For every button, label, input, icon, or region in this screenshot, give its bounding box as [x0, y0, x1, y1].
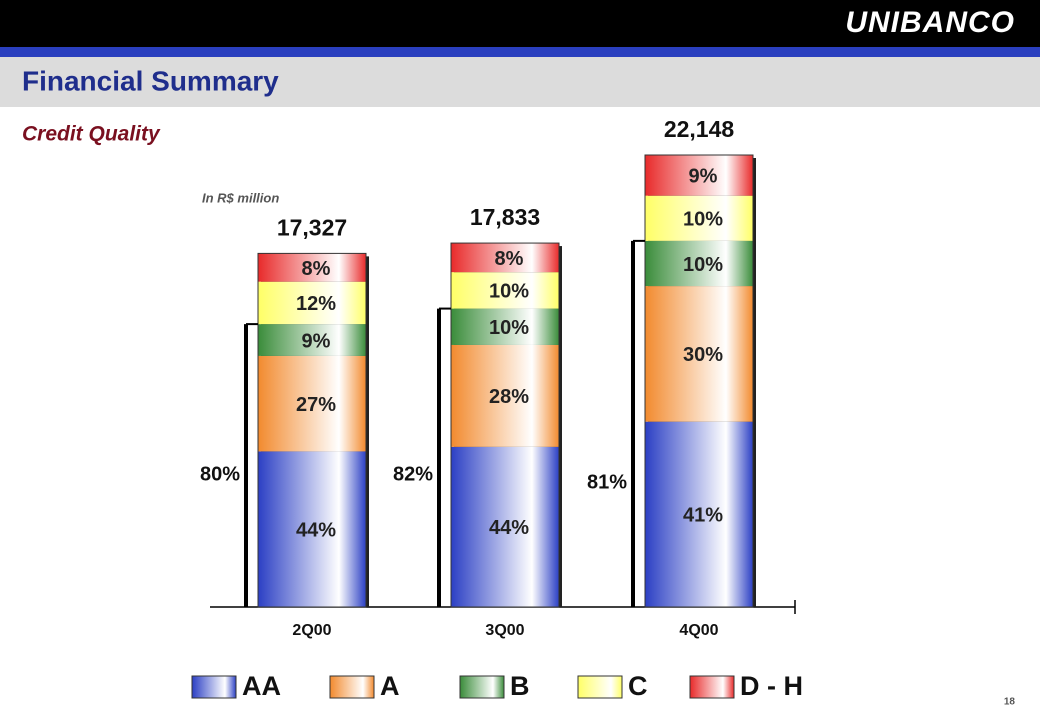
title-band [0, 57, 1040, 107]
bar-total [644, 154, 754, 608]
bar-segment [258, 355, 366, 452]
segment-label: 8% [495, 248, 524, 270]
bar-segment [258, 324, 366, 356]
total-label: 17,327 [277, 214, 347, 240]
total-label: 22,148 [664, 116, 735, 142]
logo: UNIBANCO [845, 6, 1015, 39]
bar-segment [451, 308, 559, 345]
bar-segment [451, 243, 559, 273]
blue-stripe [0, 47, 1040, 57]
bar-segment [645, 155, 753, 196]
legend-label: B [510, 671, 530, 701]
top-bar [0, 0, 1040, 47]
bracket-label: 81% [587, 471, 627, 493]
legend-swatch [329, 675, 375, 699]
unit-note: In R$ million [202, 190, 279, 205]
bar-segment [258, 253, 366, 282]
segment-label: 10% [489, 281, 529, 303]
x-tick-label: 2Q00 [292, 622, 331, 639]
segment-label: 10% [683, 209, 723, 231]
bar-segment [258, 451, 366, 607]
segment-label: 44% [489, 517, 529, 539]
bar-segment [451, 446, 559, 607]
page-number: 18 [1004, 697, 1016, 708]
bar-segment [645, 421, 753, 607]
segment-label: 12% [296, 293, 336, 315]
title: Financial Summary [22, 65, 279, 96]
bracket-label: 80% [200, 463, 240, 485]
legend-label: AA [242, 671, 281, 701]
segment-label: 9% [689, 166, 718, 188]
legend-swatch [577, 675, 623, 699]
bar-segment [258, 281, 366, 325]
legend-label: A [380, 671, 400, 701]
segment-label: 10% [489, 317, 529, 339]
x-tick-label: 4Q00 [679, 622, 718, 639]
bar-segment [451, 272, 559, 309]
segment-label: 44% [296, 519, 336, 541]
bar-segment [645, 195, 753, 241]
bar-total [257, 252, 367, 608]
legend-label: C [628, 671, 648, 701]
legend-swatch [689, 675, 735, 699]
subtitle: Credit Quality [22, 123, 161, 146]
legend-swatch [191, 675, 237, 699]
segment-label: 30% [683, 344, 723, 366]
bracket-label: 82% [393, 463, 433, 485]
total-label: 17,833 [470, 204, 540, 230]
segment-label: 8% [302, 258, 331, 280]
bar-segment [645, 240, 753, 287]
bar-segment [451, 344, 559, 447]
segment-label: 10% [683, 254, 723, 276]
segment-label: 41% [683, 505, 723, 527]
legend-label: D - H [740, 671, 803, 701]
legend-swatch [459, 675, 505, 699]
bar-segment [645, 286, 753, 422]
bar-total [450, 242, 560, 608]
segment-label: 27% [296, 394, 336, 416]
x-tick-label: 3Q00 [485, 622, 524, 639]
segment-label: 9% [302, 330, 331, 352]
segment-label: 28% [489, 386, 529, 408]
